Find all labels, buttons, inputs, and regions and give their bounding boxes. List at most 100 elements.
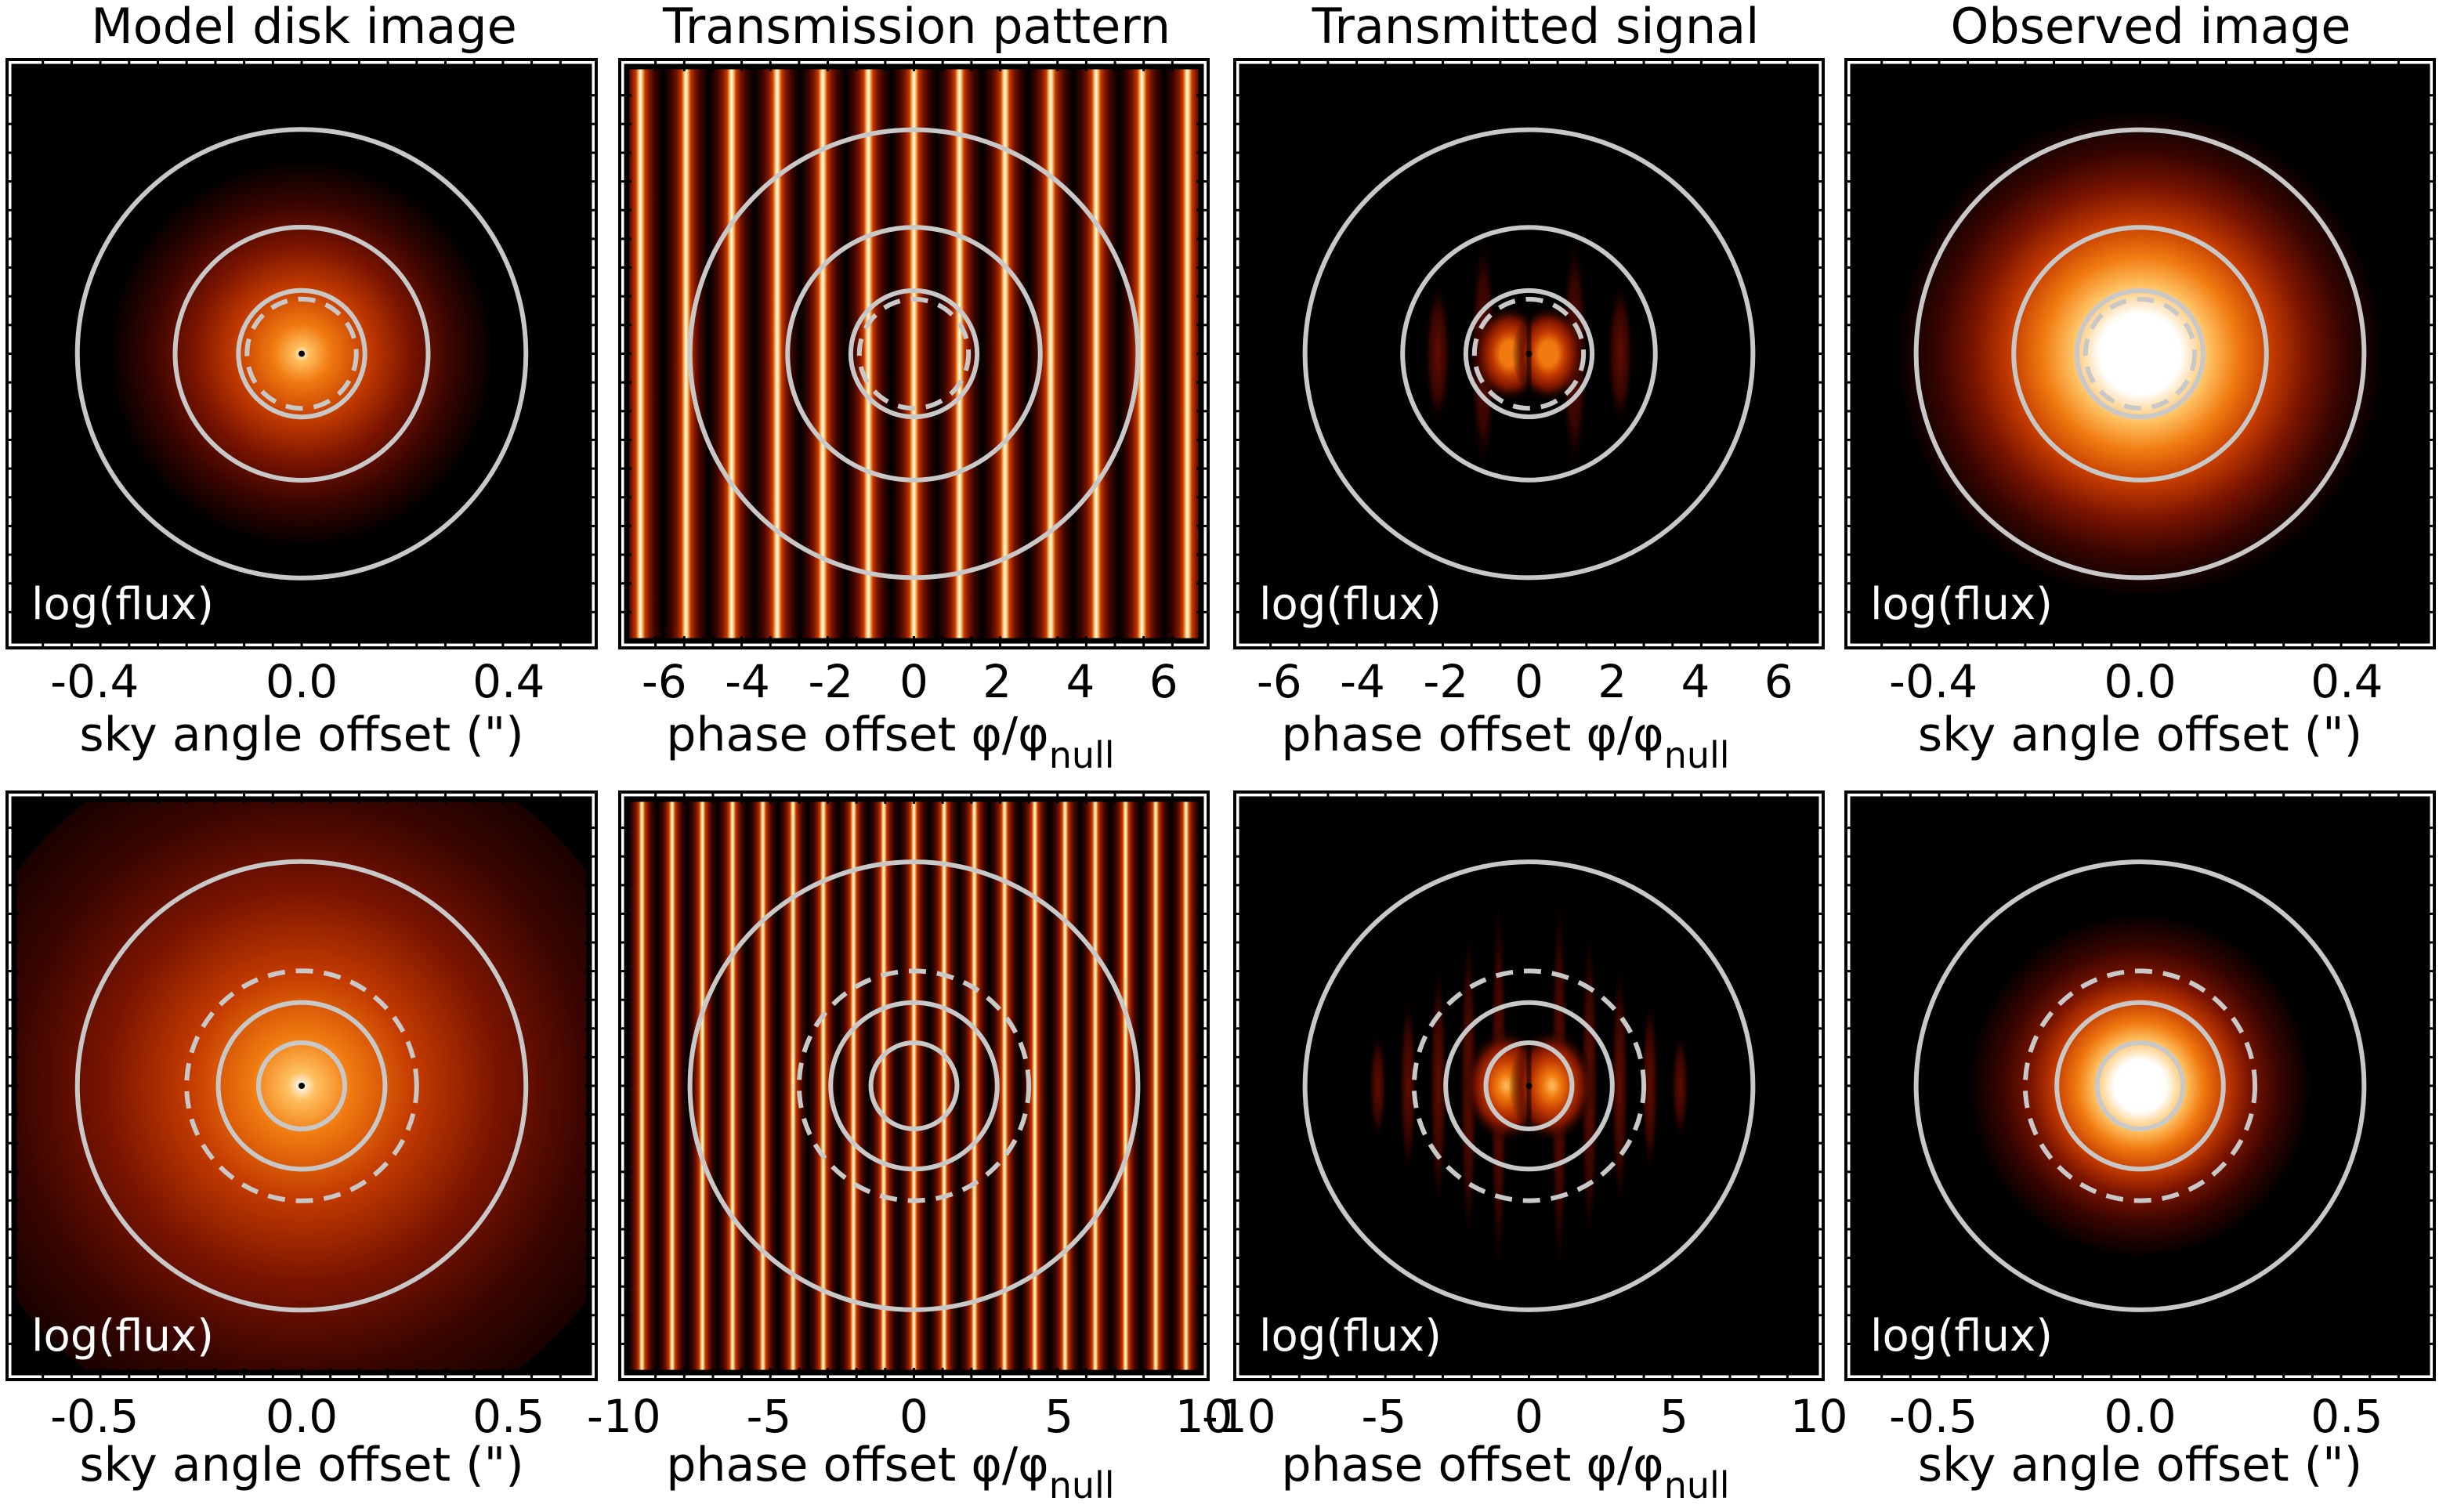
- fringe-stripe: [627, 799, 657, 1373]
- log-flux-label: log(flux): [31, 1311, 214, 1362]
- title-model-disk-image: Model disk image: [91, 0, 516, 55]
- axis-label-sky-angle: sky angle offset ("): [1918, 707, 2362, 762]
- tick-label: 0.0: [2104, 655, 2176, 708]
- title-transmission-pattern: Transmission pattern: [662, 0, 1171, 55]
- tick-label: -4: [725, 655, 770, 708]
- star-dot: [1525, 1083, 1533, 1089]
- contour-circle: [215, 1000, 388, 1172]
- contour-circle: [2054, 1000, 2226, 1172]
- contour-circle: [1463, 288, 1595, 420]
- contour-circle: [1913, 859, 2367, 1312]
- signal-fringe-lobe: [1399, 993, 1417, 1179]
- signal-fringe-lobe: [1670, 1030, 1689, 1141]
- axis-label-phase-offset: phase offset φ/φnull: [1281, 1438, 1729, 1507]
- axis-label-sky-angle: sky angle offset ("): [1918, 1438, 2362, 1492]
- panel-pattern-row1: -6 -4 -2 0 2 4 6 phase offset φ/φnull: [618, 58, 1210, 776]
- fringe-stripe: [1080, 799, 1111, 1373]
- fringe-stripe: [808, 799, 839, 1373]
- star-dot: [299, 350, 305, 357]
- dashed-contour-circle: [1471, 296, 1587, 411]
- fringe-stripe: [1073, 67, 1120, 641]
- panel-signal-row2: log(flux) -10 -5 0 5 10 phase offset φ/φnull: [1202, 790, 1848, 1507]
- observed-emission: [1853, 799, 2427, 1373]
- axis-label-phase-offset: phase offset φ/φnull: [1281, 707, 1729, 776]
- tick-label: 0: [1514, 655, 1543, 708]
- tick-label: -5: [746, 1390, 791, 1443]
- fringe-stripe: [989, 799, 1020, 1373]
- signal-fringe-lobe: [1424, 280, 1452, 428]
- fringe-stripe: [928, 799, 960, 1373]
- tick-label: -4: [1340, 655, 1385, 708]
- tick-label: 0.0: [2104, 1390, 2176, 1443]
- tick-label: 0.5: [2311, 1390, 2383, 1443]
- contour-circle: [1913, 127, 2367, 581]
- star-dot: [1525, 350, 1533, 357]
- tick-label: 0: [1514, 1390, 1543, 1443]
- fringe-stripe: [663, 67, 709, 641]
- log-flux-label: log(flux): [1870, 1311, 2053, 1362]
- fringe-stripe: [1140, 799, 1171, 1373]
- signal-fringe-lobe: [1641, 993, 1659, 1179]
- fringe-stripe: [982, 67, 1028, 641]
- fringe-stripe: [899, 799, 929, 1373]
- title-transmitted-signal: Transmitted signal: [1312, 0, 1760, 55]
- contour-circle: [172, 225, 431, 483]
- fringe-stripe: [868, 799, 899, 1373]
- fringe-stripe: [1050, 799, 1080, 1373]
- dashed-contour-circle: [244, 296, 359, 411]
- observed-emission: [1853, 67, 2427, 641]
- contour-circle: [74, 127, 529, 581]
- signal-fringe-lobe: [1369, 1030, 1388, 1141]
- tick-label: -6: [642, 655, 687, 708]
- tick-label: 0: [899, 655, 928, 708]
- contour-circle: [785, 225, 1043, 483]
- tick-label: 2: [982, 655, 1011, 708]
- tick-label: -5: [1361, 1390, 1406, 1443]
- tick-label: -0.5: [50, 1390, 139, 1443]
- fringe-stripe: [627, 67, 664, 641]
- fringe-stripe: [959, 799, 990, 1373]
- tick-label: 6: [1149, 655, 1178, 708]
- tick-label: 0.0: [266, 1390, 338, 1443]
- fringe-stripe: [1164, 67, 1201, 641]
- fringe-stripe: [1019, 799, 1051, 1373]
- title-observed-image: Observed image: [1950, 0, 2350, 55]
- tick-label: -0.4: [50, 655, 139, 708]
- axis-label-sky-angle: sky angle offset ("): [79, 1438, 523, 1492]
- tick-label: -6: [1257, 655, 1302, 708]
- contour-circle: [1443, 1000, 1615, 1172]
- log-flux-label: log(flux): [1870, 579, 2053, 630]
- fringe-stripe: [657, 799, 688, 1373]
- fringe-stripe: [936, 67, 982, 641]
- fringe-stripe: [891, 67, 937, 641]
- dashed-contour-circle: [184, 968, 419, 1203]
- contour-circle: [687, 859, 1141, 1312]
- contour-circle: [1302, 859, 1756, 1312]
- contour-circle: [2074, 288, 2206, 420]
- tick-label: -2: [1423, 655, 1468, 708]
- contour-circle: [2094, 1040, 2186, 1131]
- panel-pattern-row2: -10 -5 0 5 10 phase offset φ/φnull: [587, 790, 1233, 1507]
- fringe-stripe: [1027, 67, 1074, 641]
- tick-label: 0: [899, 1390, 928, 1443]
- tick-label: 0.0: [266, 655, 338, 708]
- fringe-stripe: [777, 799, 809, 1373]
- tick-label: 5: [1044, 1390, 1073, 1443]
- contour-circle: [1302, 127, 1756, 581]
- axis-label-phase-offset: phase offset φ/φnull: [666, 707, 1114, 776]
- fringe-stripe: [845, 67, 892, 641]
- fringe-stripe: [708, 67, 754, 641]
- star-dot: [299, 1083, 305, 1089]
- panel-signal-row1: log(flux) -6 -4 -2 0 2 4 6 phase offset φ/φnull: [1233, 58, 1825, 776]
- contour-circle: [236, 288, 367, 420]
- contour-circle: [848, 288, 980, 420]
- contour-circle: [687, 127, 1141, 581]
- log-flux-label: log(flux): [1259, 1311, 1442, 1362]
- contour-circle: [868, 1040, 960, 1131]
- tick-label: -0.4: [1889, 655, 1978, 708]
- fringe-stripe: [838, 799, 869, 1373]
- tick-label: 0.4: [472, 655, 545, 708]
